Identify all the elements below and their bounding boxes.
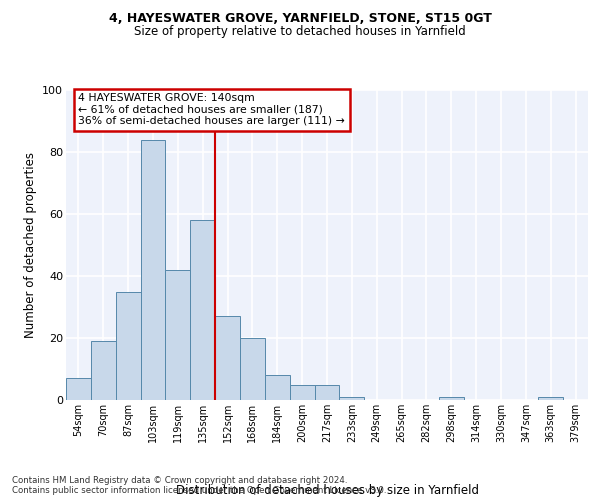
Bar	[538, 397, 563, 400]
Bar	[66, 378, 91, 400]
Text: Size of property relative to detached houses in Yarnfield: Size of property relative to detached ho…	[134, 25, 466, 38]
Text: 4 HAYESWATER GROVE: 140sqm
← 61% of detached houses are smaller (187)
36% of sem: 4 HAYESWATER GROVE: 140sqm ← 61% of deta…	[79, 93, 345, 126]
Text: 4, HAYESWATER GROVE, YARNFIELD, STONE, ST15 0GT: 4, HAYESWATER GROVE, YARNFIELD, STONE, S…	[109, 12, 491, 26]
Bar	[91, 341, 116, 400]
Bar	[215, 316, 240, 400]
Bar	[166, 270, 190, 400]
Bar	[340, 397, 364, 400]
Bar	[140, 140, 166, 400]
Y-axis label: Number of detached properties: Number of detached properties	[23, 152, 37, 338]
Text: Contains public sector information licensed under the Open Government Licence v3: Contains public sector information licen…	[12, 486, 386, 495]
Bar	[265, 375, 290, 400]
Text: Contains HM Land Registry data © Crown copyright and database right 2024.: Contains HM Land Registry data © Crown c…	[12, 476, 347, 485]
Bar	[439, 397, 464, 400]
Bar	[190, 220, 215, 400]
X-axis label: Distribution of detached houses by size in Yarnfield: Distribution of detached houses by size …	[176, 484, 479, 497]
Bar	[240, 338, 265, 400]
Bar	[116, 292, 140, 400]
Bar	[290, 384, 314, 400]
Bar	[314, 384, 340, 400]
